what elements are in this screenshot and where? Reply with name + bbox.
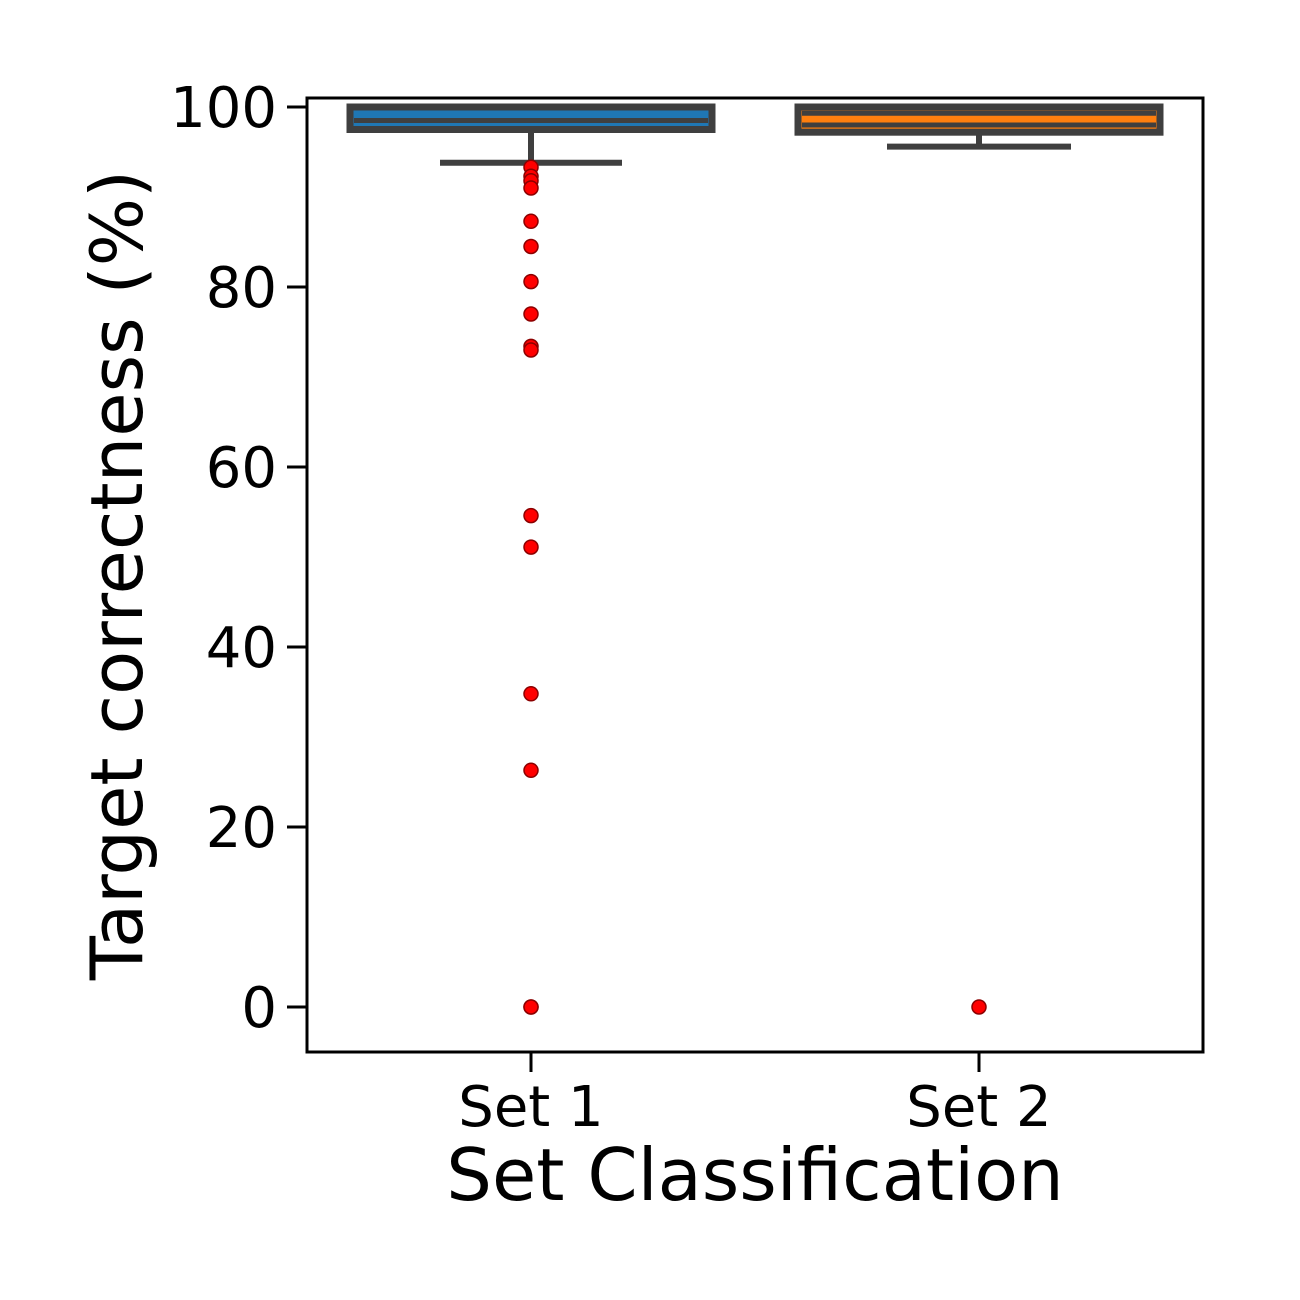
y-tick-label-0: 0 — [241, 976, 277, 1041]
y-axis: 0 20 40 60 80 100 — [170, 76, 307, 1041]
outlier-1-5 — [523, 213, 539, 230]
plot-frame — [305, 96, 1205, 1054]
outlier-1-4 — [523, 180, 539, 196]
y-tick-label-20: 20 — [206, 796, 277, 861]
outlier-1-13 — [523, 686, 539, 702]
plot-area — [346, 103, 1164, 1015]
y-tick-label-40: 40 — [206, 616, 277, 681]
y-axis-label: Target correctness (%) — [75, 170, 159, 981]
box-group-2 — [794, 103, 1164, 1015]
x-tick-label-2: Set 2 — [906, 1075, 1051, 1140]
outlier-1-11 — [523, 507, 539, 524]
box-2 — [794, 103, 1164, 136]
outlier-1-10 — [523, 342, 539, 358]
outlier-1-16 — [523, 999, 539, 1015]
y-tick-label-100: 100 — [170, 76, 277, 141]
outlier-1-7 — [523, 273, 539, 290]
outlier-1-12 — [523, 539, 539, 555]
x-tick-label-1: Set 1 — [458, 1075, 603, 1140]
x-axis: Set 1 Set 2 — [458, 1052, 1052, 1140]
outlier-1-8 — [523, 306, 539, 322]
x-axis-label: Set Classification — [446, 1133, 1064, 1217]
outlier-1-6 — [523, 238, 539, 255]
outlier-2-1 — [971, 999, 987, 1015]
outlier-1-14 — [523, 762, 539, 779]
box-group-1 — [346, 103, 716, 1015]
y-tick-label-60: 60 — [206, 436, 277, 501]
y-tick-label-80: 80 — [206, 256, 277, 321]
